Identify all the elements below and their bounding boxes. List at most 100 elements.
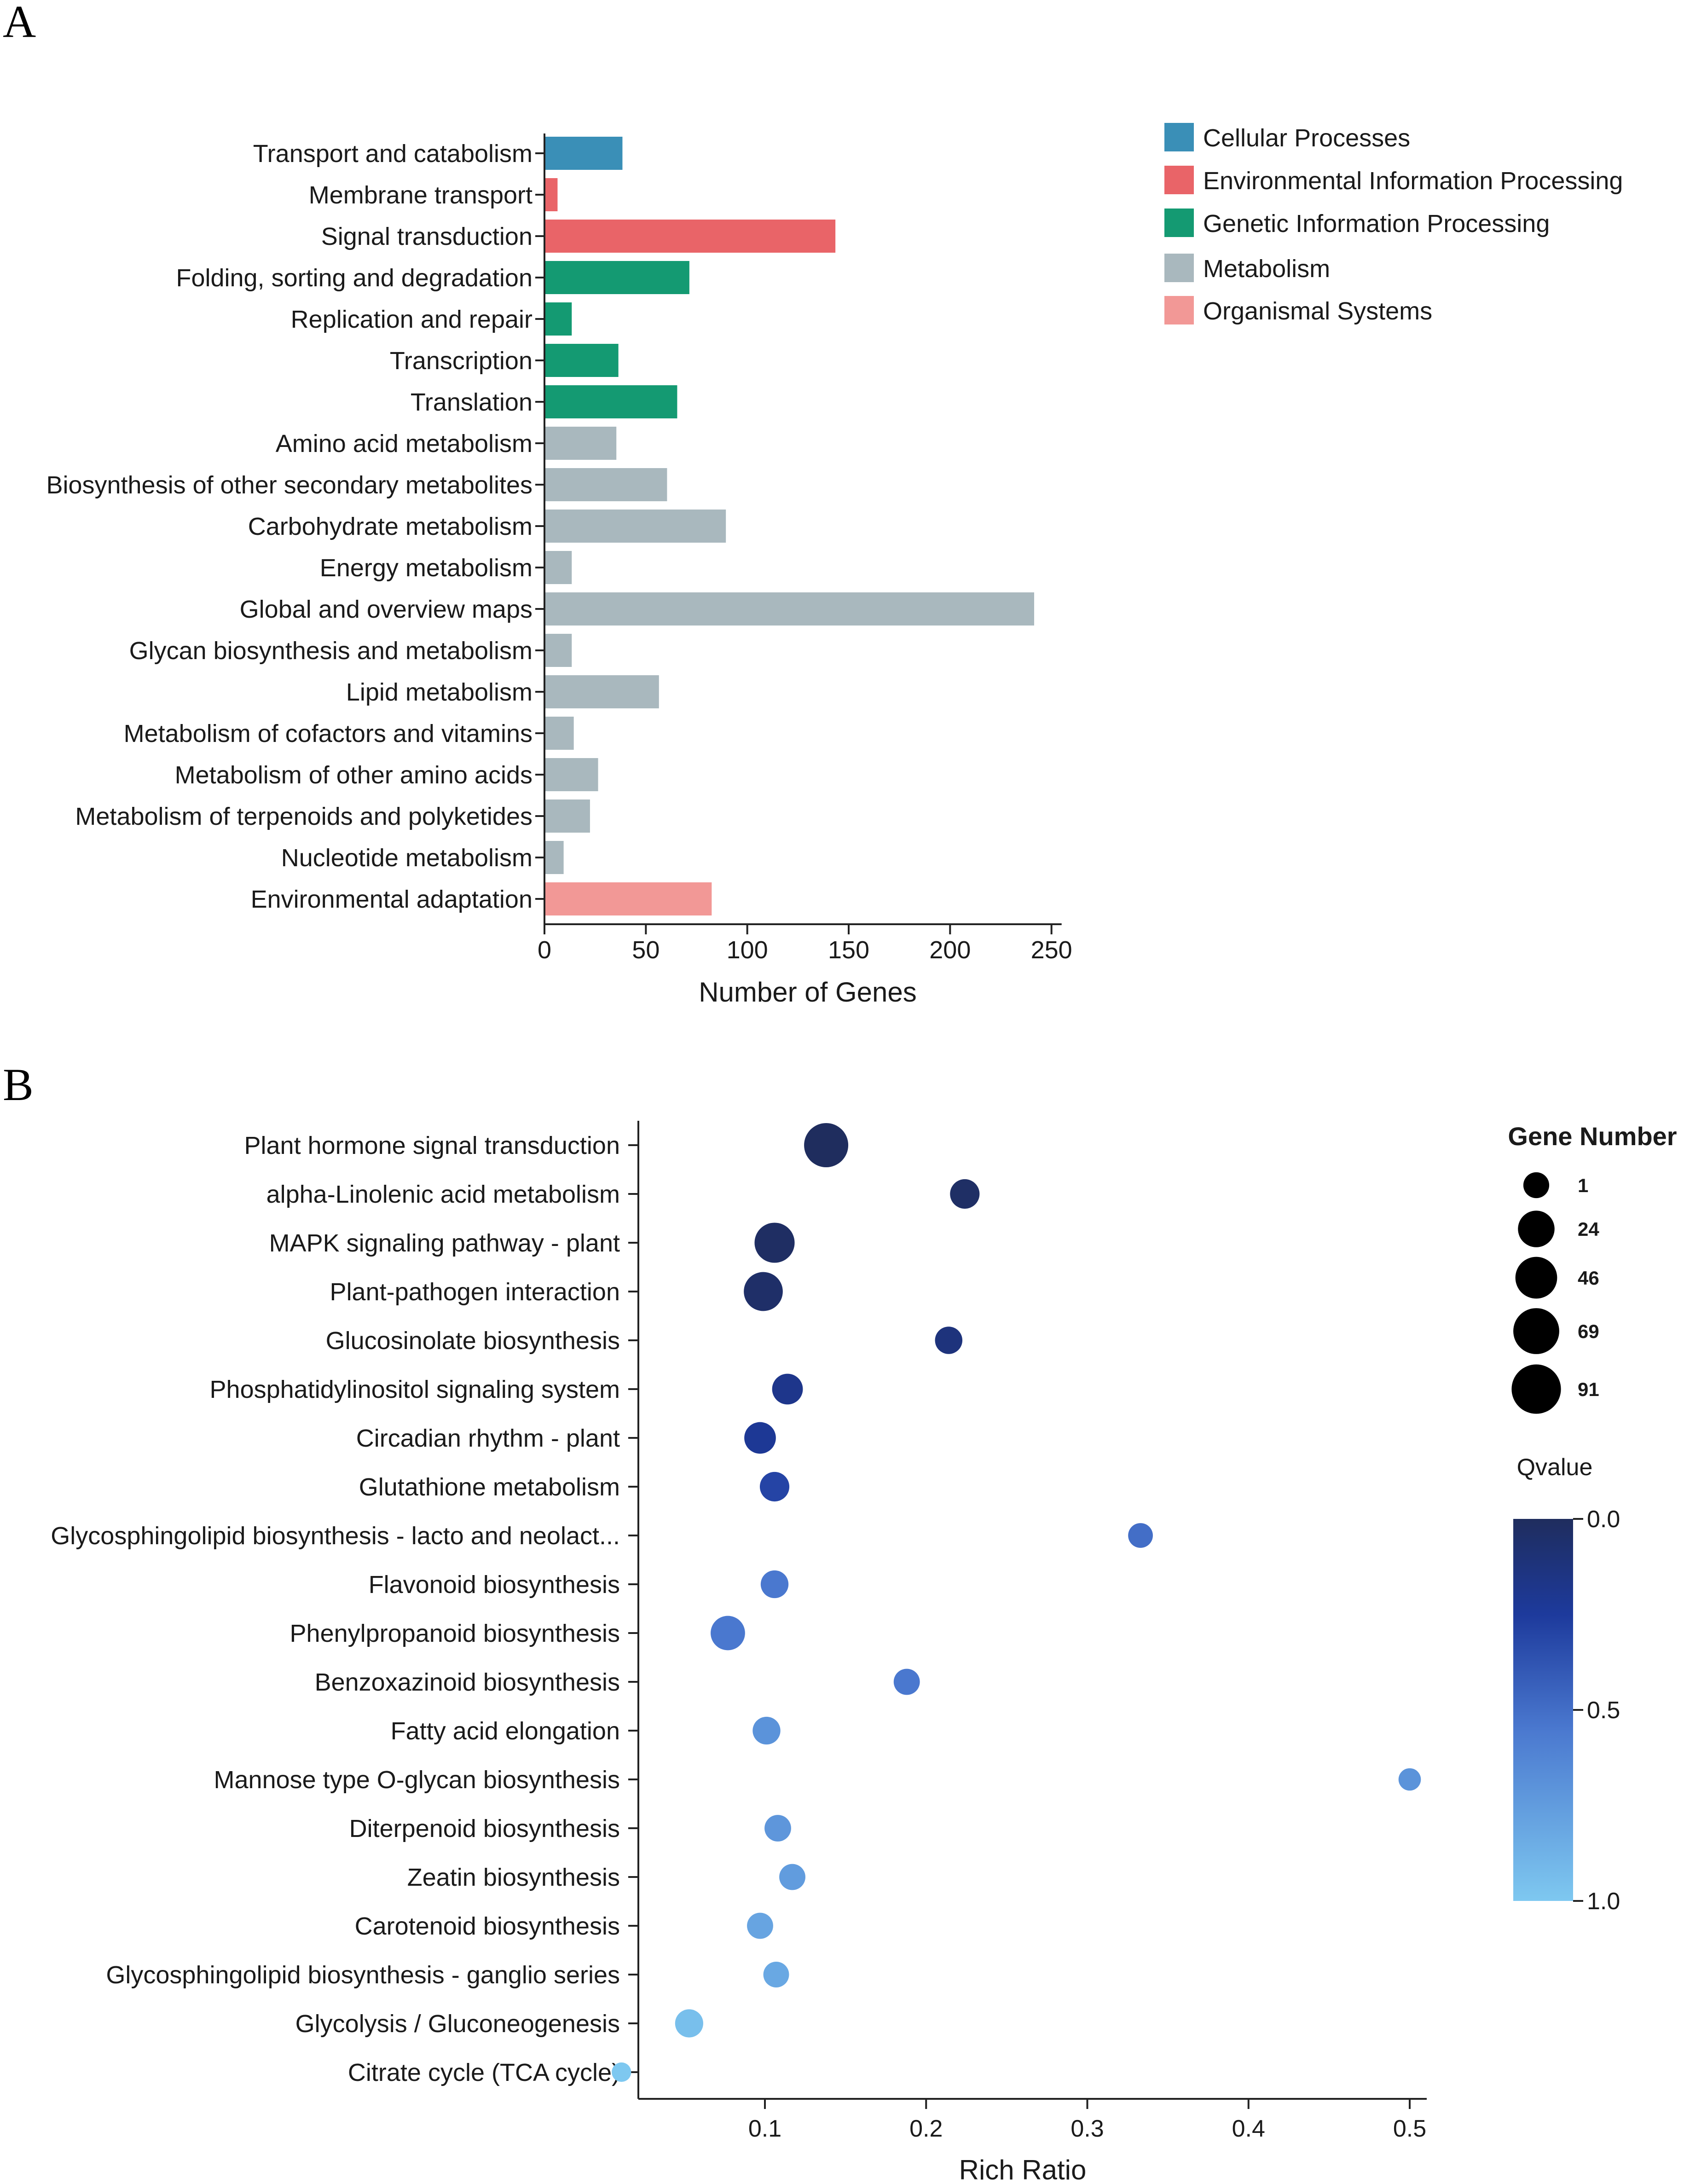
bubble-point-phenylpropanoid-biosynthesis (711, 1616, 745, 1651)
bar-glycan-biosynthesis-and-metabolism (545, 634, 572, 667)
bar-translation (545, 385, 677, 418)
bar-axes: Transport and catabolism Membrane transpo… (46, 133, 1072, 964)
bubble-x-tick-label: 0.5 (1393, 2115, 1426, 2142)
bar-category-label: Global and overview maps (240, 596, 532, 623)
bubble-point-fatty-acid-elongation (752, 1716, 781, 1745)
bar-category-label: Metabolism of terpenoids and polyketides (75, 803, 532, 830)
gene-number-legend-label: 91 (1578, 1379, 1599, 1400)
qvalue-tick-label: 0.5 (1587, 1697, 1620, 1724)
legend-label-environmental-information-processing: Environmental Information Processing (1203, 167, 1623, 195)
bubble-term-label: Mannose type O-glycan biosynthesis (214, 1766, 620, 1794)
qvalue-legend: Qvalue 0.0 0.5 1.0 (1513, 1454, 1620, 1915)
gene-number-legend-dot (1511, 1364, 1561, 1414)
bubble-term-label: Citrate cycle (TCA cycle) (348, 2059, 620, 2086)
panel-a: A Transport and catabolism Membrane trans… (3, 0, 1623, 1008)
bar-amino-acid-metabolism (545, 427, 617, 460)
bubble-term-label: Glutathione metabolism (359, 1473, 620, 1501)
bubble-point-glycosphingolipid-biosynthesis-ganglio-series (763, 1962, 789, 1987)
bar-x-axis-label: Number of Genes (699, 977, 917, 1008)
bubble-point-plant-pathogen-interaction (744, 1272, 783, 1311)
qvalue-tick-label: 1.0 (1587, 1888, 1620, 1915)
gene-number-legend-label: 46 (1578, 1267, 1599, 1289)
bubble-series (612, 1123, 1421, 2082)
qvalue-colorbar (1513, 1519, 1573, 1901)
bubble-term-label: Benzoxazinoid biosynthesis (315, 1668, 620, 1696)
legend-swatch-genetic-information-processing (1164, 209, 1194, 237)
bar-signal-transduction (545, 220, 836, 253)
bubble-point-diterpenoid-biosynthesis (764, 1815, 791, 1842)
bubble-point-glutathione-metabolism (759, 1471, 790, 1502)
bubble-x-axis-label: Rich Ratio (959, 2155, 1087, 2184)
bar-global-and-overview-maps (545, 592, 1034, 626)
bubble-point-plant-hormone-signal-transduction (804, 1123, 849, 1167)
bar-energy-metabolism (545, 551, 572, 584)
bubble-point-glucosinolate-biosynthesis (935, 1327, 963, 1354)
bubble-point-alpha-linolenic-acid-metabolism (950, 1179, 980, 1209)
legend-label-metabolism: Metabolism (1203, 255, 1330, 283)
bubble-term-label: Phosphatidylinositol signaling system (210, 1376, 620, 1403)
bar-legend: Cellular Processes Environmental Informat… (1164, 123, 1623, 325)
bar-transcription (545, 344, 619, 377)
bubble-term-label: alpha-Linolenic acid metabolism (266, 1181, 620, 1208)
bar-category-label: Lipid metabolism (346, 678, 532, 706)
gene-number-legend-label: 1 (1578, 1175, 1588, 1196)
bubble-axes: Plant hormone signal transduction alpha-L… (51, 1121, 1427, 2142)
bar-x-tick-label: 200 (929, 936, 971, 964)
bar-category-label: Carbohydrate metabolism (248, 513, 532, 540)
qvalue-legend-title: Qvalue (1517, 1454, 1593, 1481)
bar-category-label: Biosynthesis of other secondary metaboli… (46, 471, 532, 499)
bubble-term-label: Carotenoid biosynthesis (355, 1912, 620, 1940)
bubble-term-label: Fatty acid elongation (391, 1717, 620, 1745)
bubble-point-flavonoid-biosynthesis (760, 1570, 789, 1599)
legend-label-genetic-information-processing: Genetic Information Processing (1203, 210, 1550, 238)
bar-category-label: Metabolism of other amino acids (175, 761, 532, 789)
bubble-term-label: Phenylpropanoid biosynthesis (290, 1620, 620, 1647)
bar-transport-and-catabolism (545, 137, 623, 170)
qvalue-tick-label: 0.0 (1587, 1506, 1620, 1533)
bar-metabolism-of-other-amino-acids (545, 758, 598, 791)
legend-label-organismal-systems: Organismal Systems (1203, 297, 1432, 325)
bar-category-label: Amino acid metabolism (276, 430, 532, 458)
bubble-point-zeatin-biosynthesis (779, 1864, 805, 1890)
panel-label-b: B (3, 1059, 34, 1110)
bubble-term-label: MAPK signaling pathway - plant (269, 1229, 620, 1257)
bar-category-label: Metabolism of cofactors and vitamins (124, 720, 532, 747)
bubble-point-glycosphingolipid-biosynthesis-lacto-and-neolact (1128, 1523, 1153, 1548)
bar-series (545, 137, 1034, 915)
legend-swatch-cellular-processes (1164, 123, 1194, 151)
bubble-term-label: Glucosinolate biosynthesis (326, 1327, 620, 1355)
bar-environmental-adaptation (545, 882, 712, 915)
panel-label-a: A (3, 0, 36, 47)
bar-category-label: Energy metabolism (320, 554, 532, 582)
panel-b: B Plant hormone signal transduction alpha… (3, 1059, 1677, 2184)
bar-x-tick-label: 250 (1031, 936, 1072, 964)
gene-number-legend-label: 69 (1578, 1321, 1599, 1342)
bar-category-label: Translation (411, 388, 532, 416)
bubble-x-tick-label: 0.4 (1232, 2115, 1265, 2142)
bubble-point-mannose-type-o-glycan-biosynthesis (1398, 1768, 1421, 1791)
bar-category-label: Glycan biosynthesis and metabolism (129, 637, 532, 665)
gene-number-legend-title: Gene Number (1508, 1122, 1677, 1151)
bar-category-label: Folding, sorting and degradation (176, 264, 532, 292)
bubble-point-mapk-signaling-pathway-plant (754, 1222, 795, 1263)
bubble-term-label: Circadian rhythm - plant (356, 1425, 620, 1452)
bar-category-label: Environmental adaptation (251, 886, 532, 913)
bubble-point-carotenoid-biosynthesis (747, 1912, 773, 1939)
bubble-x-tick-label: 0.1 (748, 2115, 781, 2142)
bar-folding-sorting-and-degradation (545, 261, 689, 294)
gene-number-legend-dot (1518, 1211, 1555, 1247)
bar-x-tick-label: 0 (538, 936, 551, 964)
bar-category-label: Transport and catabolism (253, 140, 532, 168)
bubble-term-label: Glycosphingolipid biosynthesis - ganglio… (106, 1961, 620, 1989)
gene-number-legend-dot (1513, 1308, 1559, 1354)
bar-metabolism-of-terpenoids-and-polyketides (545, 799, 590, 833)
bar-replication-and-repair (545, 302, 572, 336)
bar-biosynthesis-of-other-secondary-metabolites (545, 468, 667, 501)
gene-number-legend: Gene Number 1 24 46 69 91 (1508, 1122, 1677, 1414)
bubble-term-label: Plant-pathogen interaction (330, 1278, 620, 1306)
bar-category-label: Nucleotide metabolism (281, 844, 532, 872)
bubble-point-circadian-rhythm-plant (744, 1422, 776, 1454)
bar-metabolism-of-cofactors-and-vitamins (545, 717, 574, 750)
bar-category-label: Transcription (390, 347, 532, 375)
